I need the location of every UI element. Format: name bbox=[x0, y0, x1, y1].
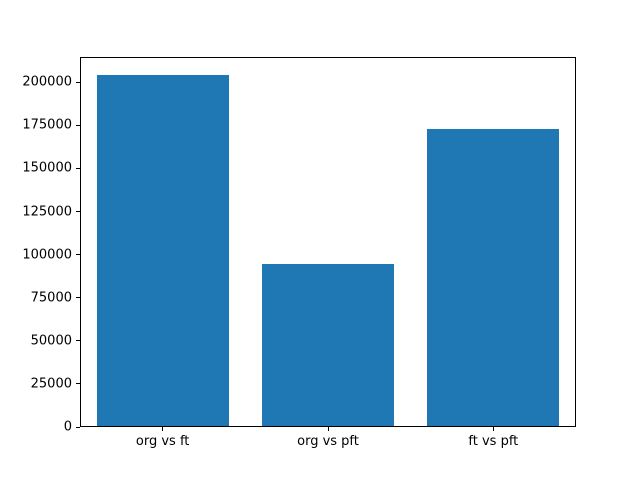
x-tick-label: org vs ft bbox=[135, 434, 190, 449]
y-tick-label: 25000 bbox=[30, 376, 72, 392]
y-tick-label: 150000 bbox=[22, 160, 72, 176]
y-tick-mark bbox=[76, 426, 80, 428]
y-tick-mark bbox=[76, 124, 80, 126]
y-tick-label: 200000 bbox=[22, 74, 72, 90]
bar-org-vs-pft bbox=[262, 263, 394, 426]
y-tick-mark bbox=[76, 254, 80, 256]
y-tick-label: 175000 bbox=[22, 117, 72, 133]
bar-org-vs-ft bbox=[97, 75, 230, 426]
y-tick-mark bbox=[76, 81, 80, 83]
plot-area bbox=[80, 57, 576, 427]
x-tick-mark bbox=[492, 427, 494, 431]
y-tick-mark bbox=[76, 211, 80, 213]
y-tick-mark bbox=[76, 340, 80, 342]
x-tick-mark bbox=[327, 427, 329, 431]
y-tick-label: 125000 bbox=[22, 204, 72, 220]
x-tick-label: org vs pft bbox=[297, 434, 359, 449]
x-tick-mark bbox=[162, 427, 164, 431]
y-tick-mark bbox=[76, 167, 80, 169]
y-tick-label: 50000 bbox=[30, 333, 72, 349]
y-tick-label: 100000 bbox=[22, 247, 72, 263]
y-tick-label: 0 bbox=[63, 419, 72, 435]
y-tick-mark bbox=[76, 383, 80, 385]
y-tick-label: 75000 bbox=[30, 290, 72, 306]
bar-ft-vs-pft bbox=[426, 129, 559, 426]
y-tick-mark bbox=[76, 297, 80, 299]
x-tick-label: ft vs pft bbox=[468, 434, 519, 449]
